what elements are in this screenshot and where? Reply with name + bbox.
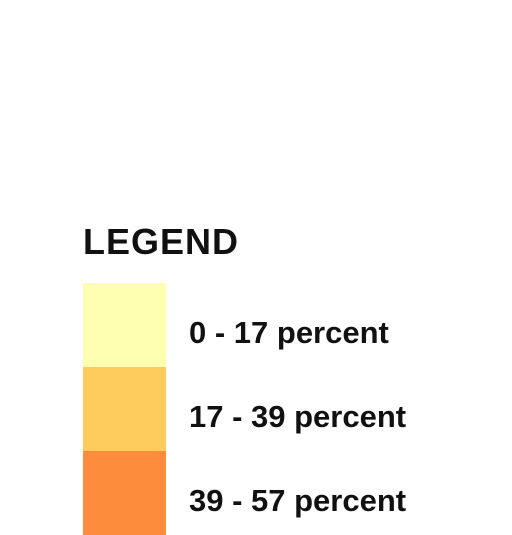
legend-title: LEGEND — [83, 221, 240, 262]
legend-swatch — [83, 451, 166, 535]
legend-item: 39 - 57 percent — [83, 451, 503, 535]
legend-item: 17 - 39 percent — [83, 367, 503, 451]
legend-swatch — [83, 367, 166, 451]
legend-item-label: 17 - 39 percent — [189, 399, 407, 434]
legend-item: 0 - 17 percent — [83, 283, 503, 367]
map-legend: LEGEND 0 - 17 percent 17 - 39 percent 39… — [83, 221, 503, 535]
legend-item-label: 39 - 57 percent — [189, 483, 407, 518]
legend-item-label: 0 - 17 percent — [189, 315, 389, 350]
legend-swatch — [83, 283, 166, 367]
